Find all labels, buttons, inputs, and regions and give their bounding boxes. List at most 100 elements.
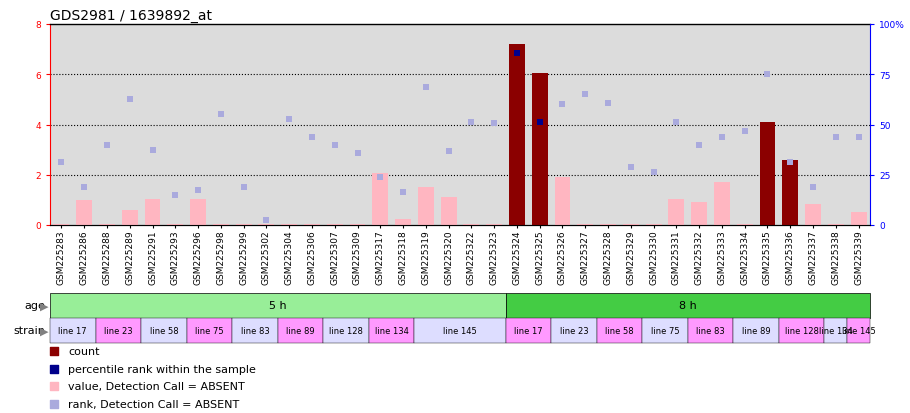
Point	[396, 190, 410, 196]
Bar	[167, 224, 183, 225]
Bar	[509, 45, 525, 225]
Point	[532, 119, 547, 126]
Point	[441, 148, 456, 155]
Point	[146, 147, 160, 154]
Point	[490, 133, 504, 140]
Point	[623, 164, 638, 171]
Text: ▶: ▶	[39, 301, 48, 311]
Text: line 145: line 145	[443, 326, 477, 335]
Text: line 23: line 23	[104, 326, 133, 335]
Bar	[551, 318, 597, 343]
Bar	[323, 318, 369, 343]
Bar	[645, 224, 662, 225]
Bar	[141, 318, 187, 343]
Text: rank, Detection Call = ABSENT: rank, Detection Call = ABSENT	[68, 399, 239, 409]
Bar	[50, 293, 506, 318]
Text: ▶: ▶	[39, 326, 48, 336]
Bar	[190, 199, 206, 225]
Bar	[577, 224, 593, 225]
Bar	[597, 318, 642, 343]
Point	[805, 185, 820, 191]
Text: 8 h: 8 h	[679, 301, 697, 311]
Point	[555, 102, 570, 109]
Point	[259, 217, 274, 224]
Bar	[851, 213, 866, 225]
Bar	[824, 318, 847, 343]
Text: percentile rank within the sample: percentile rank within the sample	[68, 364, 256, 374]
Text: count: count	[68, 347, 99, 356]
Bar	[600, 224, 616, 225]
Point	[646, 169, 661, 176]
Bar	[733, 318, 779, 343]
Bar	[278, 318, 323, 343]
Bar	[506, 318, 551, 343]
Bar	[349, 224, 366, 225]
Bar	[714, 183, 730, 225]
Point	[168, 192, 183, 199]
Bar	[642, 318, 688, 343]
Point	[760, 72, 774, 78]
Text: 5 h: 5 h	[269, 301, 287, 311]
Bar	[760, 123, 775, 225]
Bar	[122, 210, 137, 225]
Point	[373, 175, 388, 181]
Bar	[847, 318, 870, 343]
Text: line 89: line 89	[287, 326, 315, 335]
Text: line 134: line 134	[819, 326, 853, 335]
Text: line 134: line 134	[375, 326, 409, 335]
Text: age: age	[25, 301, 45, 311]
Text: line 145: line 145	[842, 326, 875, 335]
Bar	[145, 199, 160, 225]
Point	[601, 101, 615, 107]
Bar	[369, 318, 414, 343]
Point	[487, 121, 501, 127]
Bar	[506, 293, 870, 318]
Point	[54, 159, 68, 166]
Bar	[554, 178, 571, 225]
Point	[237, 185, 251, 191]
Bar	[531, 74, 548, 225]
Bar	[737, 224, 753, 225]
Point	[100, 142, 115, 149]
Text: line 58: line 58	[149, 326, 178, 335]
Text: line 128: line 128	[329, 326, 363, 335]
Bar	[76, 200, 92, 225]
Point	[828, 134, 843, 141]
Bar	[54, 224, 69, 225]
Bar	[96, 318, 141, 343]
Text: line 83: line 83	[696, 326, 725, 335]
Bar	[418, 188, 434, 225]
Bar	[688, 318, 733, 343]
Point	[76, 185, 91, 191]
Text: line 17: line 17	[514, 326, 542, 335]
Point	[737, 128, 752, 135]
Point	[464, 119, 479, 126]
Point	[191, 187, 206, 194]
Bar	[463, 224, 480, 225]
Point	[328, 142, 342, 149]
Point	[214, 112, 228, 119]
Point	[578, 92, 592, 98]
Bar	[304, 224, 320, 225]
Bar	[440, 198, 457, 225]
Point	[510, 50, 524, 57]
Text: GDS2981 / 1639892_at: GDS2981 / 1639892_at	[50, 9, 212, 23]
Bar	[622, 224, 639, 225]
Bar	[486, 224, 502, 225]
Point	[852, 134, 866, 141]
Text: line 75: line 75	[651, 326, 679, 335]
Text: line 17: line 17	[58, 326, 87, 335]
Bar	[395, 219, 411, 225]
Text: value, Detection Call = ABSENT: value, Detection Call = ABSENT	[68, 382, 245, 392]
Point	[282, 117, 297, 123]
Bar	[187, 318, 232, 343]
Bar	[50, 318, 96, 343]
Bar	[783, 160, 798, 225]
Text: line 75: line 75	[195, 326, 224, 335]
Bar	[805, 204, 821, 225]
Point	[669, 119, 683, 126]
Bar	[779, 318, 824, 343]
Bar	[828, 224, 844, 225]
Text: line 128: line 128	[784, 326, 819, 335]
Point	[714, 134, 729, 141]
